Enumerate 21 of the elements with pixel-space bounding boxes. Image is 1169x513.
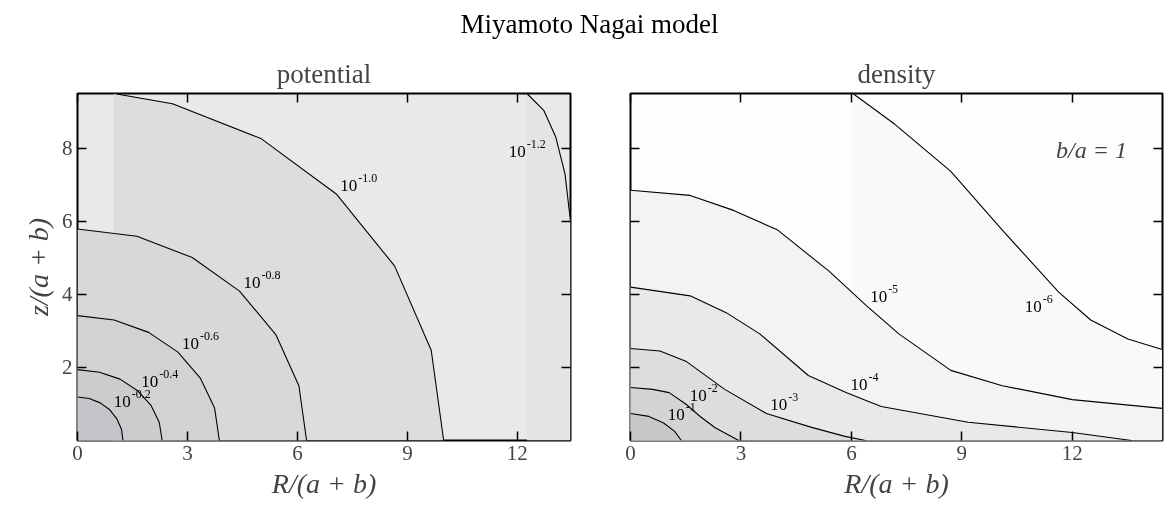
x-tick-label: 0: [625, 440, 636, 465]
chart-title: Miyamoto Nagai model: [460, 8, 719, 41]
x-axis-title: R/(a + b): [270, 467, 377, 499]
x-tick-label: 12: [1061, 440, 1083, 465]
x-tick-label: 0: [72, 440, 83, 465]
x-tick-label: 3: [182, 440, 193, 465]
y-axis-title: z/(a + b): [23, 217, 54, 318]
x-tick-label: 12: [506, 440, 528, 465]
x-tick-label: 9: [402, 440, 413, 465]
y-tick-label: 4: [62, 282, 73, 307]
x-tick-label: 9: [956, 440, 968, 465]
x-tick-label: 6: [292, 440, 303, 465]
annotation: b/a = 1: [1056, 136, 1127, 163]
x-tick-label: 3: [735, 440, 747, 465]
x-tick-label: 6: [846, 440, 857, 465]
chart-subtitle: potential: [276, 58, 372, 89]
chart-title: density: [857, 58, 936, 89]
y-tick-label: 8: [62, 136, 73, 161]
y-tick-label: 2: [62, 355, 73, 380]
x-axis-title: R/(a + b): [843, 467, 949, 499]
y-tick-label: 6: [62, 209, 73, 234]
